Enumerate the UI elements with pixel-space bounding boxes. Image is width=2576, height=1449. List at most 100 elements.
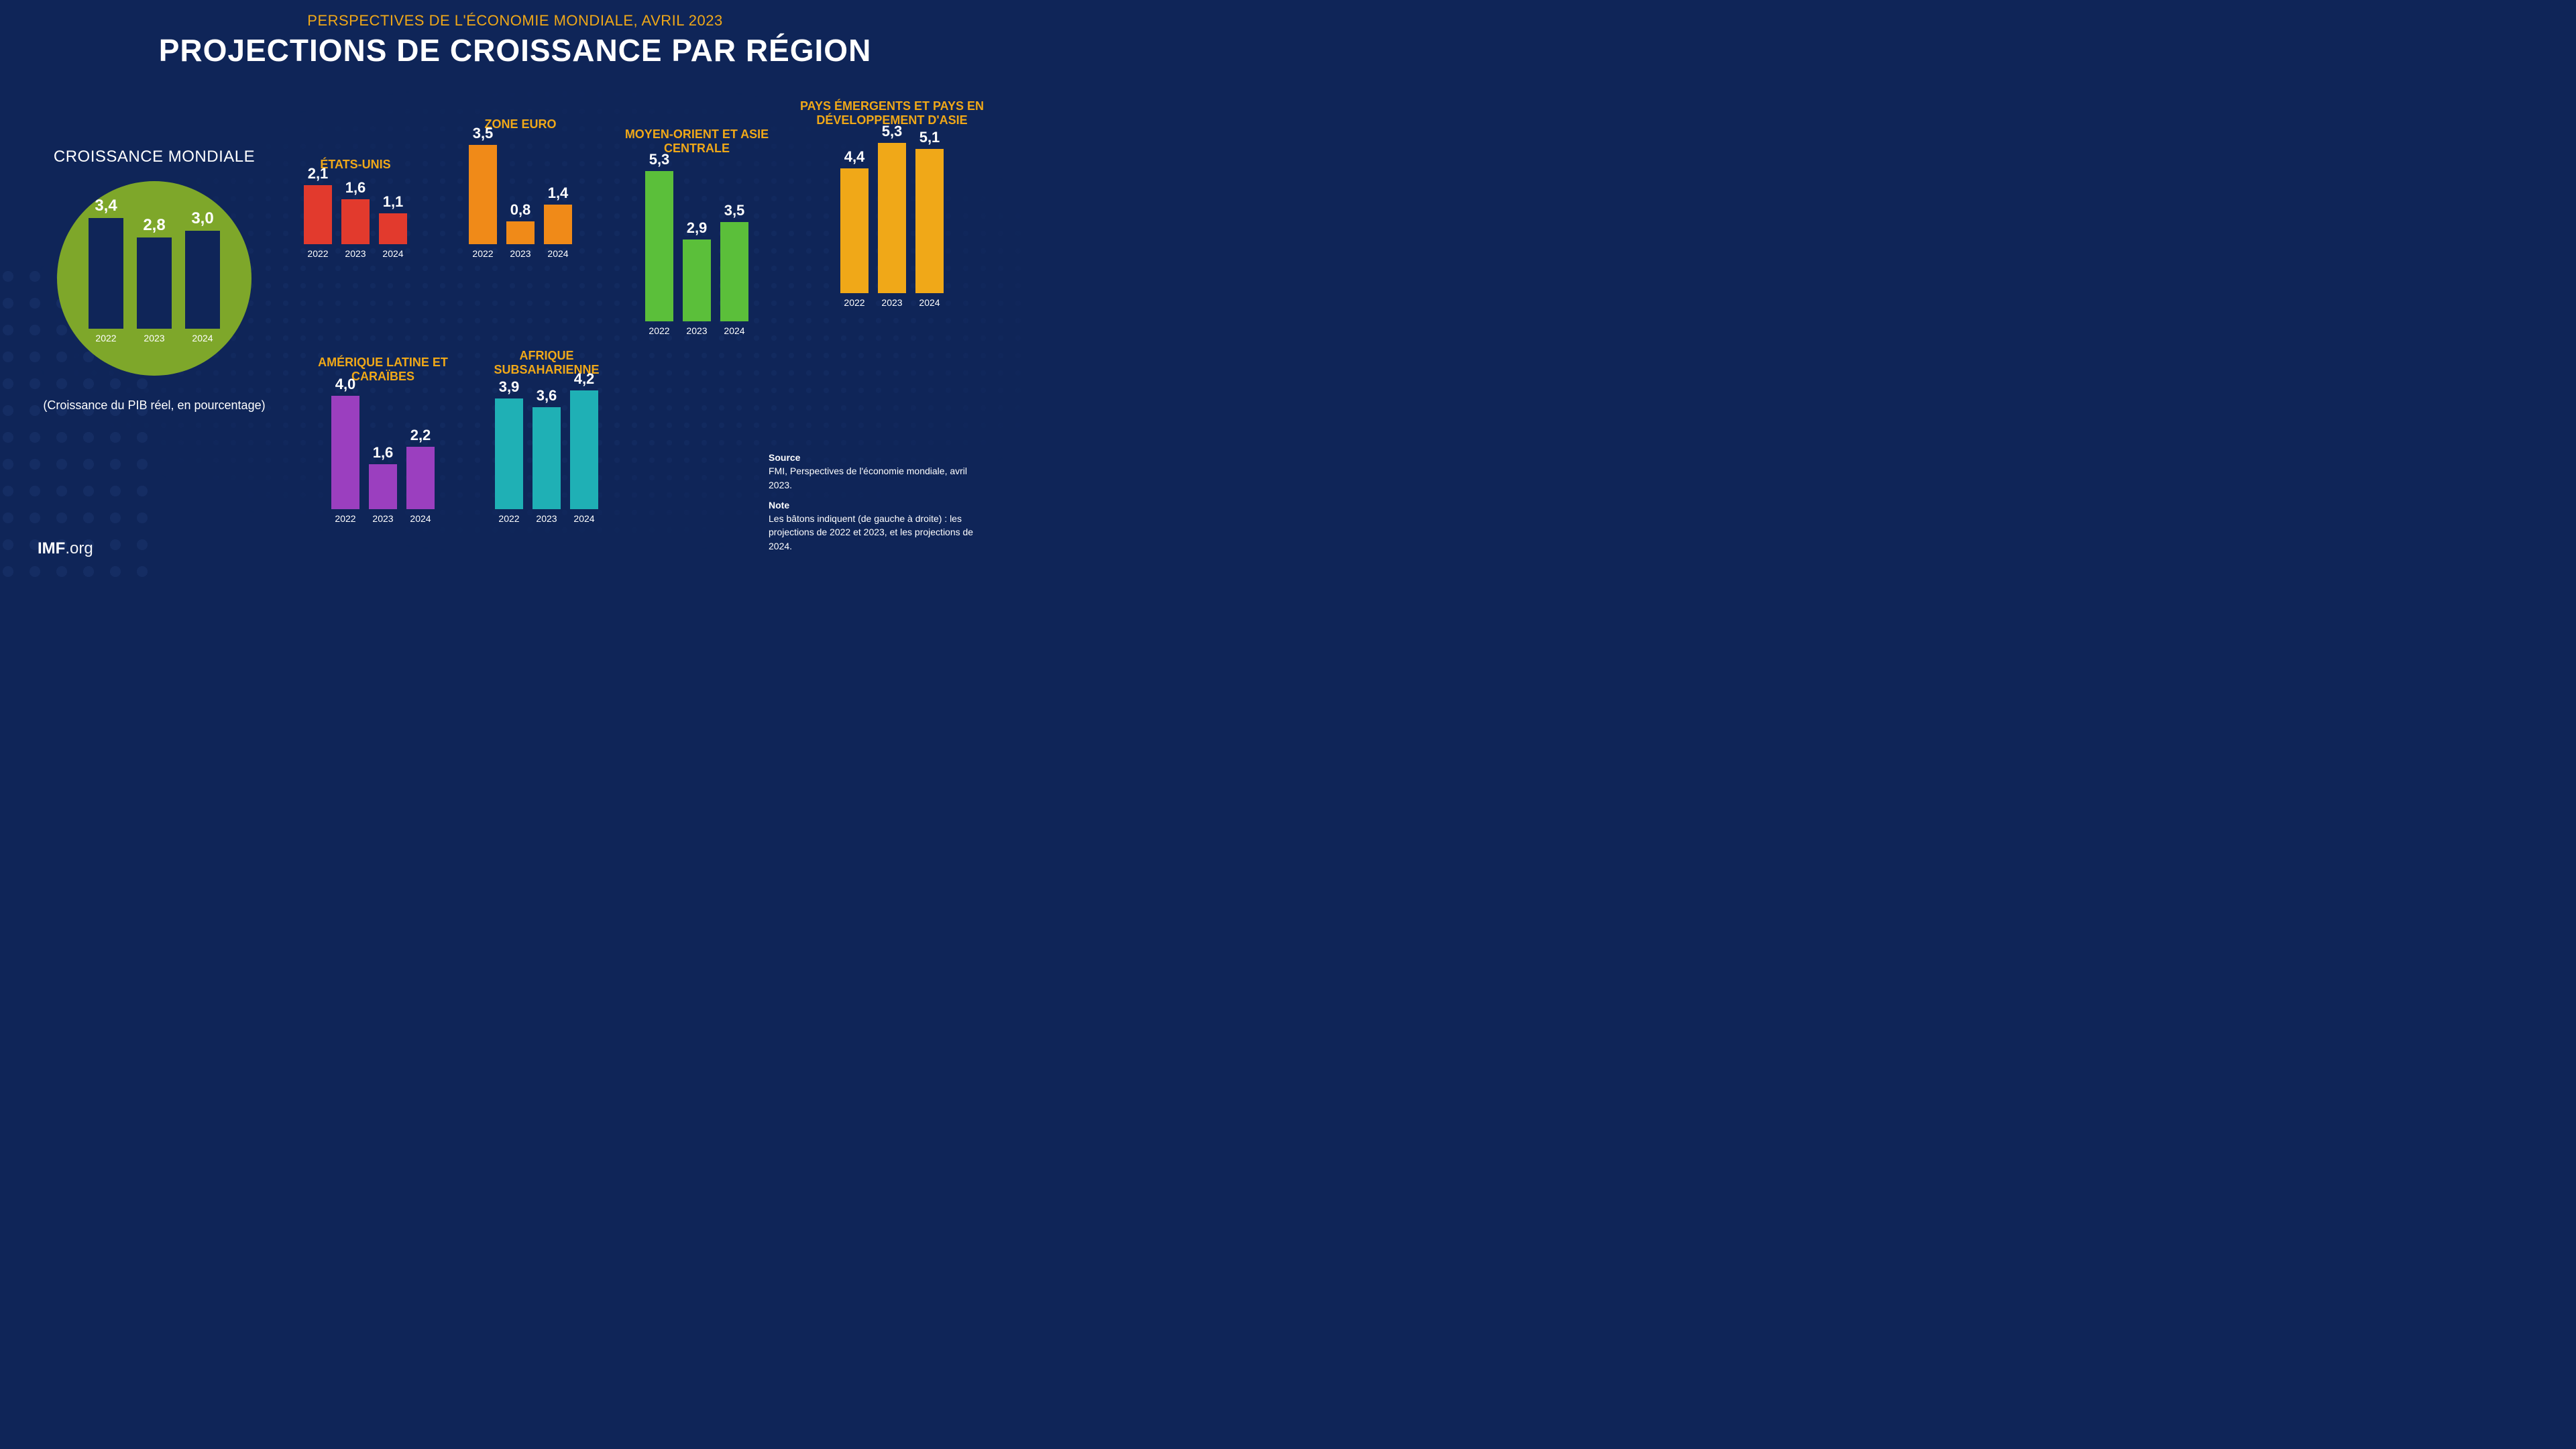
panel-zone-euro: ZONE EURO3,520220,820231,42024 bbox=[453, 117, 587, 259]
bar-rect bbox=[840, 168, 869, 293]
bars: 4,0 2022 1,6 2023 2,2 2024 bbox=[331, 376, 435, 524]
bar-value: 3,5 bbox=[473, 125, 494, 142]
header: PERSPECTIVES DE L'ÉCONOMIE MONDIALE, AVR… bbox=[0, 12, 1030, 68]
bar-col: 2,2 2024 bbox=[406, 427, 435, 524]
bars-wrap: 3,520220,820231,42024 bbox=[453, 138, 587, 259]
bar-col: 3,5 2022 bbox=[469, 125, 497, 259]
bar-rect bbox=[304, 185, 332, 244]
bar-year: 2023 bbox=[372, 513, 393, 524]
bar-value: 2,2 bbox=[410, 427, 431, 444]
bar-rect bbox=[369, 464, 397, 509]
bar-year: 2023 bbox=[144, 333, 164, 343]
bar-value: 3,5 bbox=[724, 202, 745, 219]
imf-logo: IMF.org bbox=[38, 539, 93, 558]
bar-value: 1,6 bbox=[345, 179, 366, 197]
bar-year: 2024 bbox=[410, 513, 431, 524]
bar-year: 2023 bbox=[881, 297, 902, 308]
bar-col: 3,6 2023 bbox=[533, 387, 561, 524]
bar-value: 3,0 bbox=[191, 209, 213, 228]
bar-value: 0,8 bbox=[510, 201, 531, 219]
bar-rect bbox=[469, 145, 497, 244]
bar-col: 1,42024 bbox=[544, 184, 572, 259]
bars-wrap: 4,420225,320235,12024 bbox=[798, 133, 986, 308]
bar-year: 2022 bbox=[95, 333, 116, 343]
bar-rect bbox=[878, 143, 906, 293]
bar-rect bbox=[406, 447, 435, 509]
global-circle: 3,4 2022 2,8 2023 3,0 2024 bbox=[57, 181, 251, 376]
bar-col: 5,12024 bbox=[915, 129, 944, 308]
note-heading: Note bbox=[769, 498, 990, 512]
bar-year: 2023 bbox=[510, 248, 530, 259]
source-heading: Source bbox=[769, 451, 990, 464]
bar-year: 2022 bbox=[472, 248, 493, 259]
bar-rect bbox=[185, 231, 220, 329]
bar-year: 2024 bbox=[573, 513, 594, 524]
bar-rect bbox=[341, 199, 370, 244]
bar-value: 2,1 bbox=[308, 165, 329, 182]
bar-year: 2022 bbox=[307, 248, 328, 259]
bar-year: 2024 bbox=[919, 297, 940, 308]
panel-afrique-subsaharienne: AFRIQUE SUBSAHARIENNE3,920223,620234,220… bbox=[469, 349, 624, 524]
bar-col: 1,6 2023 bbox=[341, 179, 370, 259]
bar-year: 2024 bbox=[382, 248, 403, 259]
bar-year: 2023 bbox=[345, 248, 366, 259]
global-bar-2023: 2,8 2023 bbox=[137, 216, 172, 343]
bar-value: 4,0 bbox=[335, 376, 356, 393]
bar-value: 3,9 bbox=[499, 378, 520, 396]
bars: 4,42022 5,3 2023 5,12024 bbox=[840, 123, 944, 308]
bar-rect bbox=[915, 149, 944, 293]
bars: 5,320222,920233,52024 bbox=[645, 151, 748, 336]
bar-value: 1,6 bbox=[373, 444, 394, 462]
header-title: PROJECTIONS DE CROISSANCE PAR RÉGION bbox=[0, 32, 1030, 68]
bars: 3,5 2022 0,8 2023 1,42024 bbox=[469, 125, 572, 259]
bar-rect bbox=[495, 398, 523, 509]
bar-value: 3,6 bbox=[537, 387, 557, 405]
bar-col: 1,6 2023 bbox=[369, 444, 397, 524]
bar-col: 4,0 2022 bbox=[331, 376, 359, 524]
bar-col: 2,92023 bbox=[683, 219, 711, 336]
bar-year: 2022 bbox=[335, 513, 355, 524]
bar-value: 3,4 bbox=[95, 197, 117, 215]
bar-value: 5,3 bbox=[882, 123, 903, 140]
bar-rect bbox=[544, 205, 572, 244]
bar-year: 2022 bbox=[649, 325, 669, 336]
bars-wrap: 4,020221,620232,22024 bbox=[306, 390, 460, 524]
bar-year: 2024 bbox=[724, 325, 744, 336]
global-growth-panel: CROISSANCE MONDIALE 3,4 2022 2,8 2023 3,… bbox=[34, 148, 275, 413]
panel-etats-unis: ÉTATS-UNIS2,120221,620231,12024 bbox=[288, 158, 423, 259]
bars-wrap: 2,120221,620231,12024 bbox=[288, 178, 423, 259]
bar-rect bbox=[506, 221, 535, 244]
bar-rect bbox=[331, 396, 359, 509]
logo-bold: IMF bbox=[38, 539, 65, 557]
global-note: (Croissance du PIB réel, en pourcentage) bbox=[34, 398, 275, 413]
bar-col: 3,9 2022 bbox=[495, 378, 523, 524]
source-note-block: Source FMI, Perspectives de l'économie m… bbox=[769, 444, 990, 553]
bar-col: 4,2 2024 bbox=[570, 370, 598, 524]
bar-rect bbox=[137, 237, 172, 329]
bar-value: 1,4 bbox=[548, 184, 569, 202]
bar-col: 1,12024 bbox=[379, 193, 407, 259]
bar-year: 2023 bbox=[686, 325, 707, 336]
global-growth-title: CROISSANCE MONDIALE bbox=[34, 148, 275, 166]
bar-year: 2024 bbox=[192, 333, 213, 343]
bar-col: 3,5 2024 bbox=[720, 202, 748, 336]
panel-amerique-latine: AMÉRIQUE LATINE ET CARAÏBES4,020221,6202… bbox=[306, 356, 460, 524]
bar-rect bbox=[683, 239, 711, 321]
bars: 3,9 2022 3,6 2023 4,2 2024 bbox=[495, 370, 598, 524]
bar-year: 2022 bbox=[844, 297, 864, 308]
bars-wrap: 3,920223,620234,22024 bbox=[469, 383, 624, 524]
global-bars: 3,4 2022 2,8 2023 3,0 2024 bbox=[89, 197, 220, 343]
global-bar-2024: 3,0 2024 bbox=[185, 209, 220, 343]
bar-rect bbox=[533, 407, 561, 509]
bar-value: 2,8 bbox=[143, 216, 165, 235]
bar-col: 0,8 2023 bbox=[506, 201, 535, 259]
bar-col: 4,42022 bbox=[840, 148, 869, 308]
header-subtitle: PERSPECTIVES DE L'ÉCONOMIE MONDIALE, AVR… bbox=[0, 12, 1030, 30]
panel-moyen-orient-asie-centrale: MOYEN-ORIENT ET ASIE CENTRALE5,320222,92… bbox=[620, 127, 774, 336]
bar-value: 4,2 bbox=[574, 370, 595, 388]
bar-rect bbox=[570, 390, 598, 509]
bar-year: 2022 bbox=[498, 513, 519, 524]
bar-rect bbox=[379, 213, 407, 244]
bar-rect bbox=[720, 222, 748, 321]
bar-year: 2023 bbox=[536, 513, 557, 524]
